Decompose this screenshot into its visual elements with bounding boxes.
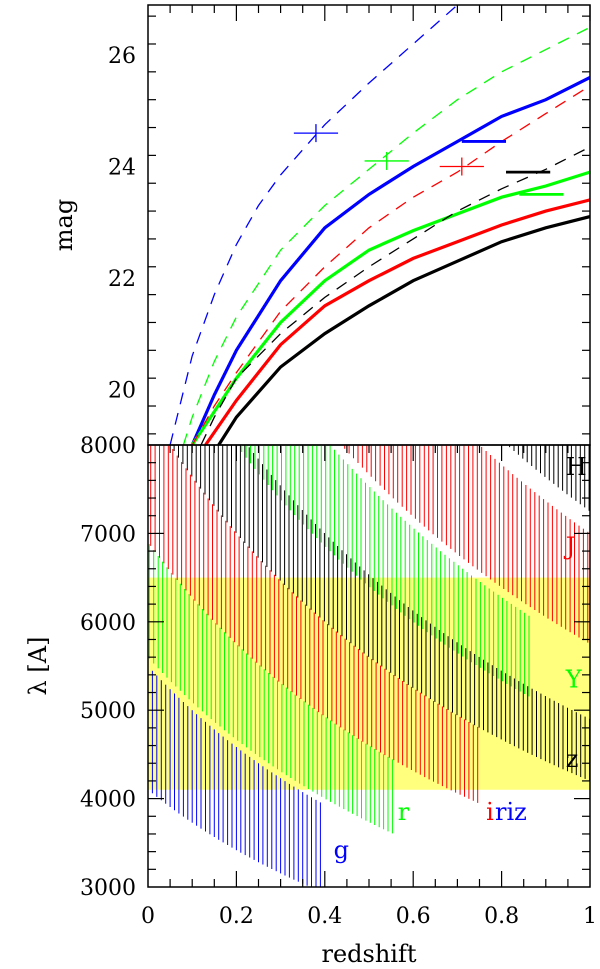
band-hatch-z [173, 445, 590, 781]
top-ytick-label: 26 [108, 44, 136, 69]
band-hatch-Y [236, 445, 530, 697]
top-ytick-label: 22 [108, 267, 136, 292]
band-hatch-r [148, 544, 393, 834]
bottom-ytick-label: 7000 [80, 522, 136, 547]
mag-series-6 [182, 26, 590, 445]
band-label-riz: riz [495, 798, 527, 826]
band-hatch-J [344, 445, 589, 643]
band-label-z: z [566, 745, 579, 773]
mag-series-2 [190, 170, 590, 445]
band-label-H: H [566, 453, 587, 481]
top-ylabel: mag [50, 199, 78, 251]
band-label-J: J [563, 533, 576, 561]
mag-series-7 [191, 85, 590, 445]
bottom-xtick-label: 0.8 [484, 904, 519, 929]
band-hatch-H [509, 445, 590, 511]
top-plot-area [169, 5, 590, 445]
top-frame [147, 4, 591, 446]
top-ytick-label: 20 [108, 378, 136, 403]
mag-series-1 [190, 75, 590, 445]
bottom-xtick-label: 0.6 [396, 904, 431, 929]
mag-series-8 [200, 146, 590, 445]
bottom-xtick-label: 0 [141, 904, 155, 929]
bottom-plot-area [148, 445, 590, 887]
mag-series-4 [217, 215, 590, 445]
band-label-r: r [398, 798, 410, 826]
bottom-ytick-label: 3000 [80, 876, 136, 901]
band-label-Y: Y [565, 665, 583, 693]
band-label-g: g [334, 836, 349, 864]
bottom-ytick-label: 4000 [80, 788, 136, 813]
bottom-ylabel: λ [A] [24, 637, 52, 696]
band-label-i: i [486, 798, 494, 826]
mag-series-3 [204, 198, 590, 445]
bottom-ytick-label: 8000 [80, 434, 136, 459]
bottom-xlabel: redshift [321, 940, 416, 968]
bottom-ytick-label: 6000 [80, 611, 136, 636]
magnitude-panel: 20 22 24 26 mag [50, 4, 591, 446]
bottom-xtick-label: 1 [583, 904, 597, 929]
bottom-xtick-label: 0.2 [219, 904, 254, 929]
wavelength-panel: 3000 4000 5000 6000 7000 8000 0 0.2 0.4 0.6 0.8 1 λ … [24, 434, 597, 968]
top-ytick-label: 24 [108, 156, 136, 181]
bottom-ytick-label: 5000 [80, 699, 136, 724]
band-hatch-g [148, 666, 321, 887]
mag-series-5 [169, 5, 458, 445]
bottom-xtick-label: 0.4 [307, 904, 342, 929]
